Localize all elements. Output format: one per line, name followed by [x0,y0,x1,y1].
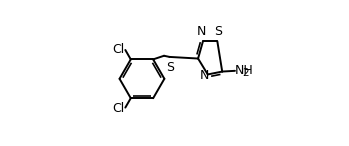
Text: S: S [215,25,222,38]
Text: S: S [166,61,174,74]
Text: N: N [197,25,207,38]
Text: 2: 2 [243,68,249,78]
Text: NH: NH [235,64,254,77]
Text: Cl: Cl [112,43,125,56]
Text: N: N [200,69,209,82]
Text: Cl: Cl [112,102,125,115]
